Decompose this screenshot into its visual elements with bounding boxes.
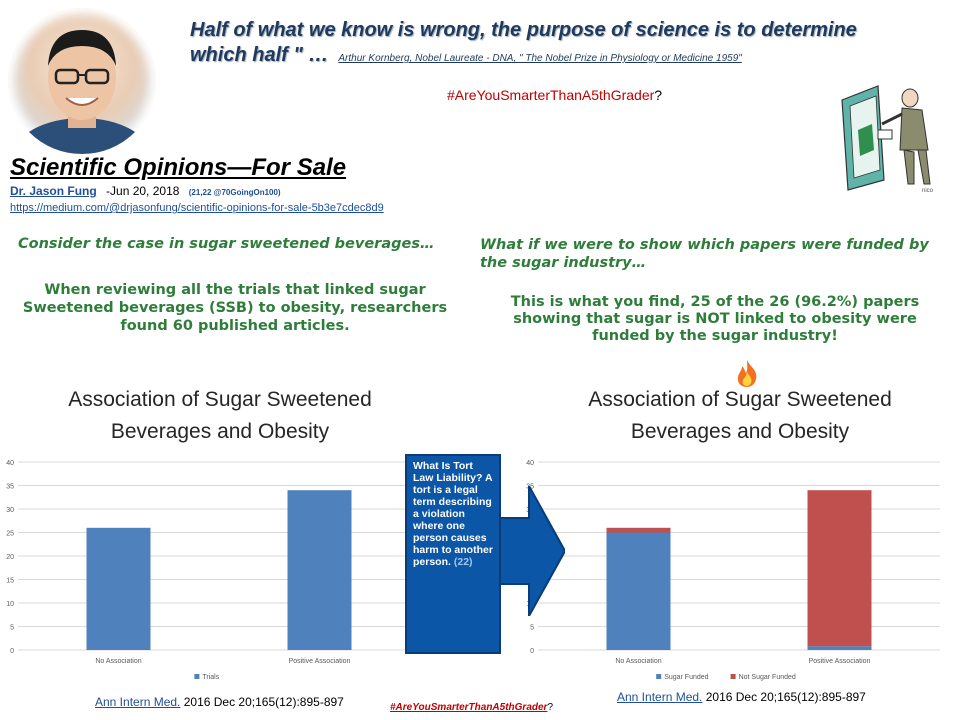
article-date: -Jun 20, 2018 [106, 184, 180, 198]
x-tick-label: No Association [95, 658, 141, 665]
hashtag-text: #AreYouSmarterThanA5thGrader [447, 87, 655, 103]
right-body: This is what you find, 25 of the 26 (96.… [510, 294, 920, 344]
quote-text: Half of what we know is wrong, the purpo… [190, 19, 857, 66]
legend-entry: Not Sugar Funded [739, 674, 796, 681]
x-tick-label: Positive Association [289, 658, 351, 665]
author-link[interactable]: Dr. Jason Fung [10, 184, 97, 198]
tort-definition-box: What Is Tort Law Liability? A tort is a … [405, 454, 501, 654]
y-tick-label: 15 [6, 578, 14, 585]
hashtag-text: #AreYouSmarterThanA5thGrader [390, 702, 548, 713]
x-tick-label: Positive Association [809, 658, 871, 665]
chart-right-title: Association of Sugar Sweetened Beverages… [588, 388, 892, 443]
y-tick-label: 30 [6, 507, 14, 514]
bar [606, 527, 671, 533]
bar [807, 490, 872, 647]
citation-details: 2016 Dec 20;165(12):895-897 [702, 690, 866, 704]
left-body: When reviewing all the trials that linke… [22, 282, 448, 334]
tort-cite: (22) [453, 556, 473, 568]
y-tick-label: 25 [6, 531, 14, 538]
y-tick-label: 40 [526, 460, 534, 467]
y-tick-label: 5 [530, 625, 534, 632]
y-tick-label: 0 [530, 648, 534, 655]
cartoon-icon: nico [841, 85, 934, 194]
bar [606, 532, 671, 650]
y-tick-label: 5 [10, 625, 14, 632]
legend-entry: Sugar Funded [664, 674, 708, 681]
legend-swatch [194, 674, 200, 679]
article-ref: (21,22 @70GoingOn100) [188, 188, 281, 197]
chart-left-title: Association of Sugar Sweetened Beverages… [68, 388, 372, 443]
portrait-icon [12, 30, 152, 154]
bar [86, 527, 151, 650]
quote-attribution[interactable]: Arthur Kornberg, Nobel Laureate - DNA, "… [338, 53, 742, 64]
y-tick-label: 35 [6, 484, 14, 491]
y-tick-label: 0 [10, 648, 14, 655]
hashtag-suffix: ? [654, 87, 663, 103]
y-tick-label: 10 [6, 601, 14, 608]
portrait-photo [8, 8, 156, 154]
legend-entry: Trials [202, 674, 219, 681]
quote-block: Half of what we know is wrong, the purpo… [190, 18, 910, 71]
legend-swatch [656, 674, 662, 679]
citation-details: 2016 Dec 20;165(12):895-897 [180, 695, 344, 709]
legend-swatch [730, 674, 736, 679]
y-tick-label: 40 [6, 460, 14, 467]
tort-text: What Is Tort Law Liability? A tort is a … [413, 460, 493, 568]
x-tick-label: No Association [615, 658, 661, 665]
arrow-right-icon [494, 482, 567, 620]
cartoon-illustration: nico [838, 80, 950, 196]
y-tick-label: 20 [6, 554, 14, 561]
article-url-link[interactable]: https://medium.com/@drjasonfung/scientif… [10, 202, 384, 214]
svg-text:nico: nico [922, 188, 934, 194]
citation-journal-link[interactable]: Ann Intern Med. [617, 690, 703, 704]
bar [807, 646, 872, 650]
hashtag-bottom: #AreYouSmarterThanA5thGrader? [390, 702, 553, 713]
right-intro: What if we were to show which papers wer… [480, 237, 929, 271]
citation-journal-link[interactable]: Ann Intern Med. [95, 695, 181, 709]
bar [287, 490, 352, 650]
chart-left: 0 5 10 15 20 25 30 35 40 No Association Positive A… [6, 460, 420, 681]
citation-right: Ann Intern Med. 2016 Dec 20;165(12):895-… [617, 690, 866, 704]
hashtag-suffix: ? [547, 702, 554, 713]
hashtag-top: #AreYouSmarterThanA5thGrader? [447, 87, 662, 103]
citation-left: Ann Intern Med. 2016 Dec 20;165(12):895-… [95, 695, 344, 709]
article-title: Scientific Opinions—For Sale [10, 154, 347, 181]
left-intro: Consider the case in sugar sweetened bev… [18, 236, 435, 252]
byline: Dr. Jason Fung -Jun 20, 2018 (21,22 @70G… [10, 184, 281, 198]
flame-icon [732, 358, 762, 388]
